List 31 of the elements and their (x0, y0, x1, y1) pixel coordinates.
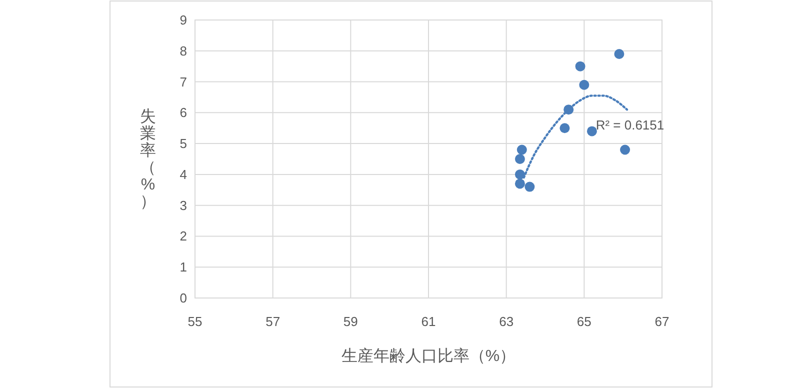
x-tick-label: 59 (343, 314, 358, 329)
y-tick-label: 8 (180, 43, 187, 58)
y-tick-label: 4 (180, 166, 187, 182)
point (614, 48, 624, 59)
y-tick-label: 7 (180, 74, 187, 90)
point (586, 126, 597, 136)
point (560, 123, 570, 134)
point (514, 178, 525, 189)
y-tick-label: 2 (180, 228, 187, 244)
x-tick-label: 65 (576, 314, 592, 329)
x-tick-label: 63 (499, 314, 514, 329)
x-tick-label: 57 (266, 314, 280, 329)
point (524, 182, 535, 192)
y-tick-label: 6 (180, 105, 187, 120)
x-tick-label: 55 (188, 314, 202, 329)
y-tick-label: 5 (180, 136, 187, 152)
x-tick-label: 61 (421, 314, 436, 329)
point (514, 154, 525, 164)
point (516, 144, 527, 155)
point (579, 80, 590, 90)
y-axis-title: 失業率（%） (140, 108, 156, 210)
x-axis-title: 生産年齢人口比率（%） (341, 347, 516, 365)
annotation: R² = 0.6151 (596, 118, 664, 133)
point (575, 61, 586, 72)
point (620, 144, 630, 155)
y-tick-label: 3 (180, 198, 187, 213)
y-tick-label: 1 (180, 260, 187, 275)
y-tick-label: 9 (180, 12, 187, 28)
y-tick-label: 0 (180, 290, 187, 306)
x-tick-label: 67 (654, 314, 670, 329)
point (514, 169, 525, 180)
